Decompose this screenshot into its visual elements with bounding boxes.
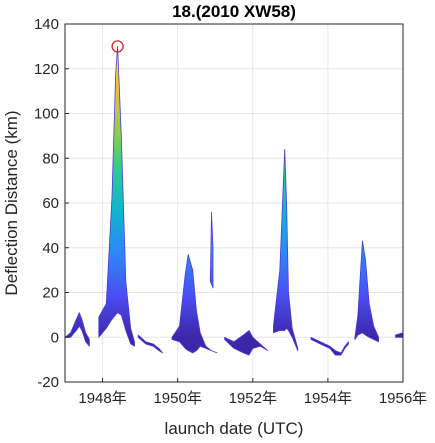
x-tick-label: 1952年: [229, 390, 277, 407]
x-tick-label: 1954年: [304, 390, 352, 407]
deflection-segment: [224, 330, 269, 356]
x-tick-label: 1956年: [379, 390, 427, 407]
y-tick-label: 0: [51, 329, 59, 346]
deflection-segment: [310, 336, 349, 356]
deflection-segment: [137, 334, 164, 354]
x-tick-label: 1948年: [78, 390, 126, 407]
deflection-segment: [209, 211, 214, 289]
chart-title: 18.(2010 XW58): [172, 2, 296, 21]
y-tick-label: 120: [34, 61, 59, 78]
x-axis-title: launch date (UTC): [165, 419, 304, 438]
y-tick-label: 80: [42, 150, 59, 167]
y-axis-ticks: -20 0 20 40 60 80 100 120 140: [34, 16, 69, 391]
deflection-segment: [395, 332, 403, 338]
deflection-areas: [65, 46, 403, 356]
deflection-segment: [272, 148, 299, 352]
deflection-segment: [98, 46, 135, 347]
x-tick-label: 1950年: [153, 390, 201, 407]
deflection-segment: [354, 240, 380, 343]
peak-marker: [111, 40, 124, 53]
y-tick-label: 140: [34, 16, 59, 33]
y-axis-title: Deflection Distance (km): [2, 110, 21, 295]
peak-marker-layer: [111, 40, 124, 53]
y-tick-label: 40: [42, 240, 59, 257]
y-tick-label: 60: [42, 195, 59, 212]
x-axis-ticks: 1948年 1950年 1952年 1954年 1956年: [78, 378, 427, 407]
deflection-segment: [65, 312, 90, 347]
y-tick-label: 100: [34, 106, 59, 123]
y-tick-label: 20: [42, 285, 59, 302]
deflection-segment: [171, 254, 218, 354]
y-tick-label: -20: [37, 374, 59, 391]
